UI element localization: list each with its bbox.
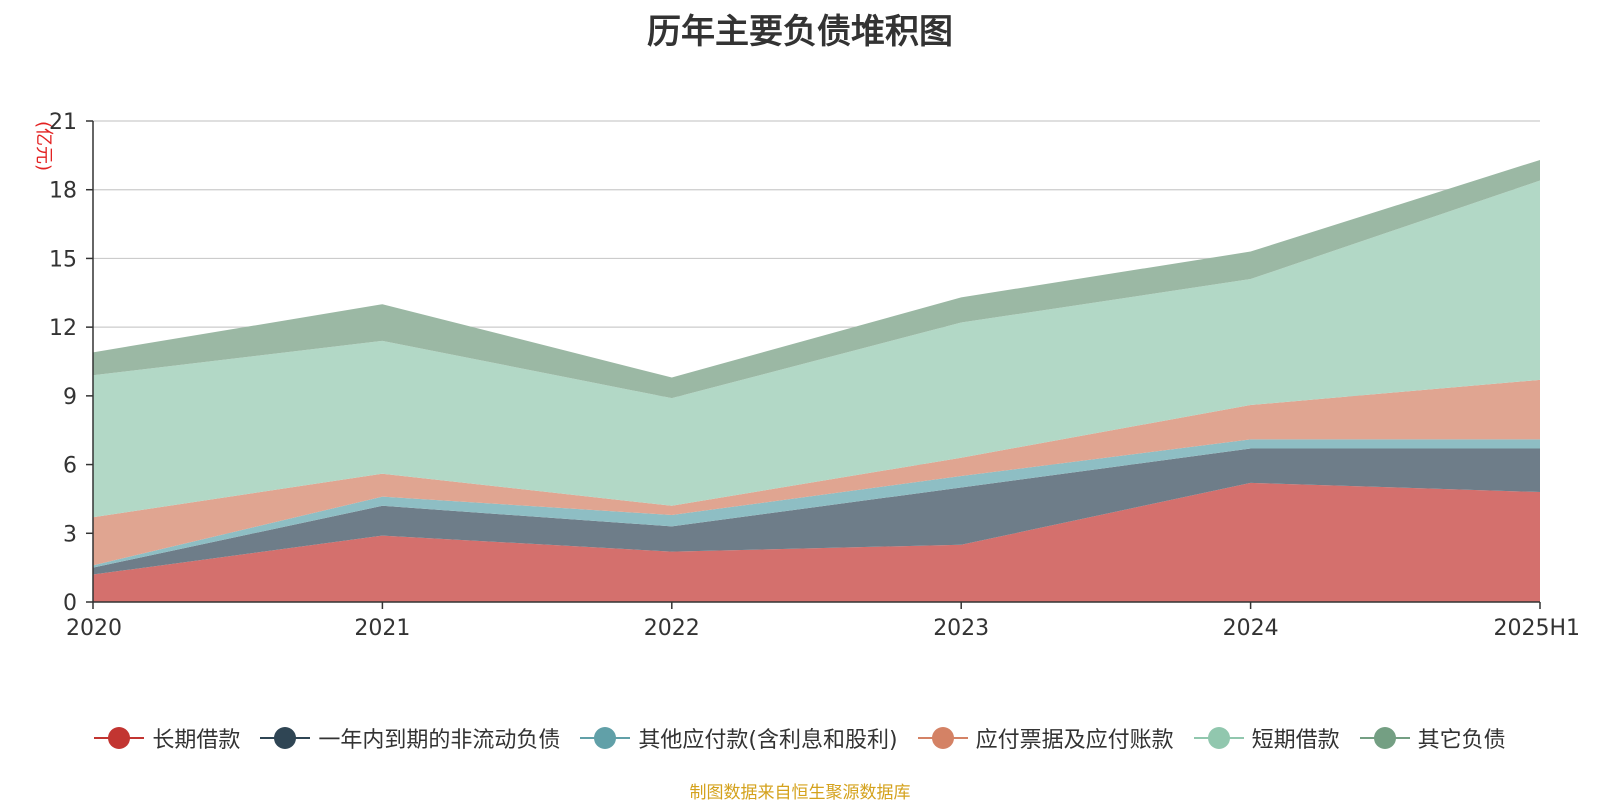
x-tick-label: 2025H1 xyxy=(1493,616,1580,641)
source-note: 制图数据来自恒生聚源数据库 xyxy=(689,783,911,803)
area-series-2 xyxy=(93,448,1540,575)
x-tick-label: 2021 xyxy=(354,616,410,641)
legend-dot xyxy=(594,727,617,749)
legend-label: 短期借款 xyxy=(1251,728,1340,753)
legend-marker-icon xyxy=(1193,726,1244,750)
legend-label: 其他应付款(含利息和股利) xyxy=(638,728,898,753)
legend-label: 应付票据及应付账款 xyxy=(975,728,1174,753)
area-series-1 xyxy=(93,482,1540,602)
stacked-area-chart: 0 3 6 9 12 15 18 21 2020 2021 2022 2023 2024 2025H1 (亿… xyxy=(33,110,1580,641)
y-tick-label: 9 xyxy=(63,385,77,410)
y-axis-unit-label: (亿元) xyxy=(33,121,54,171)
area-series-6 xyxy=(93,159,1540,399)
legend-dot xyxy=(274,727,297,749)
legend-marker-icon xyxy=(260,726,311,750)
legend: 长期借款 一年内到期的非流动负债 其他应付款(含利息和股利) 应付票据及应付账款 短期借… xyxy=(0,718,1600,758)
legend-label: 长期借款 xyxy=(152,728,241,753)
legend-marker-icon xyxy=(1359,726,1410,750)
legend-item-1[interactable]: 长期借款 xyxy=(94,722,240,754)
x-tick-label: 2024 xyxy=(1223,616,1279,641)
y-tick-label: 18 xyxy=(49,179,77,204)
x-tick-label: 2023 xyxy=(933,616,989,641)
legend-item-6[interactable]: 其它负债 xyxy=(1359,722,1506,754)
legend-dot xyxy=(108,727,131,749)
y-tick-label: 15 xyxy=(49,247,77,272)
legend-item-5[interactable]: 短期借款 xyxy=(1193,722,1340,754)
legend-label: 其它负债 xyxy=(1417,728,1506,753)
y-tick-label: 3 xyxy=(63,522,77,547)
legend-item-3[interactable]: 其他应付款(含利息和股利) xyxy=(580,722,898,754)
legend-label: 一年内到期的非流动负债 xyxy=(318,728,561,753)
legend-dot xyxy=(931,727,954,749)
series-areas xyxy=(93,159,1540,602)
area-series-3 xyxy=(93,439,1540,568)
y-tick-label: 21 xyxy=(49,110,77,135)
legend-item-4[interactable]: 应付票据及应付账款 xyxy=(917,722,1174,754)
legend-dot xyxy=(1373,727,1396,749)
y-tick-label: 6 xyxy=(63,454,77,479)
y-tick-label: 0 xyxy=(63,591,77,616)
chart-title: 历年主要负债堆积图 xyxy=(647,12,953,52)
legend-item-2[interactable]: 一年内到期的非流动负债 xyxy=(260,722,560,754)
area-series-5 xyxy=(93,180,1540,518)
x-tick-label: 2020 xyxy=(66,616,122,641)
area-series-4 xyxy=(93,379,1540,566)
legend-marker-icon xyxy=(94,726,145,750)
legend-dot xyxy=(1207,727,1230,749)
y-tick-label: 12 xyxy=(49,316,77,341)
x-tick-label: 2022 xyxy=(644,616,700,641)
legend-marker-icon xyxy=(917,726,968,750)
legend-marker-icon xyxy=(580,726,631,750)
